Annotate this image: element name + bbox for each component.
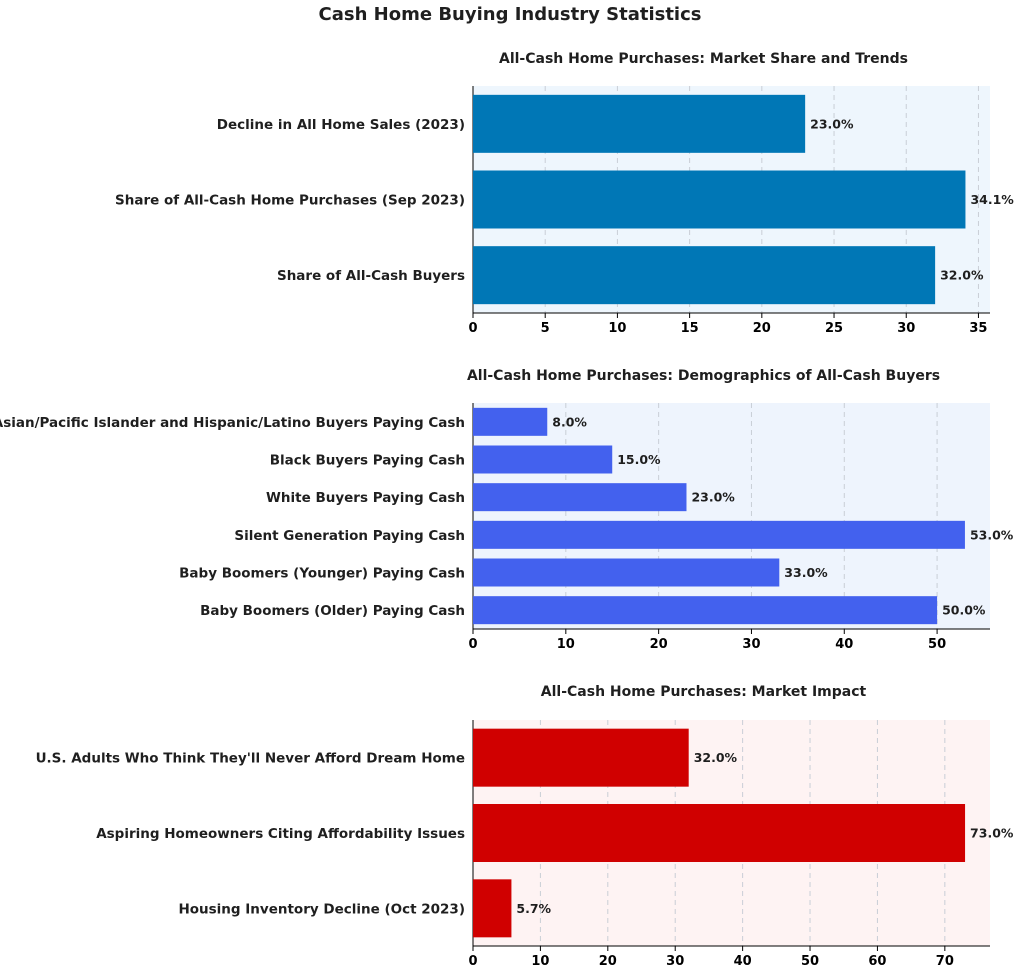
category-label: Asian/Pacific Islander and Hispanic/Lati… xyxy=(0,415,465,431)
data-label: 23.0% xyxy=(810,116,854,131)
bar xyxy=(473,445,613,474)
category-label: Share of All-Cash Buyers xyxy=(277,268,465,284)
data-label: 33.0% xyxy=(784,565,828,580)
x-tick-label: 0 xyxy=(468,954,477,969)
chart-panel-3: All-Cash Home Purchases: Market Impact 0 1… xyxy=(36,684,1014,969)
bar xyxy=(473,94,806,153)
data-label: 50.0% xyxy=(942,603,986,618)
x-tick-label: 30 xyxy=(742,637,760,652)
data-label: 23.0% xyxy=(691,490,735,505)
x-tick-label: 35 xyxy=(969,321,987,336)
bar xyxy=(473,407,548,436)
x-tick-label: 60 xyxy=(868,954,886,969)
x-tick-label: 20 xyxy=(753,321,771,336)
bar xyxy=(473,520,965,549)
page-title: Cash Home Buying Industry Statistics xyxy=(318,4,702,25)
category-label: White Buyers Paying Cash xyxy=(266,490,465,506)
data-label: 32.0% xyxy=(940,268,984,283)
x-tick-label: 30 xyxy=(666,954,684,969)
x-tick-label: 0 xyxy=(468,637,477,652)
x-tick-label: 10 xyxy=(531,954,549,969)
data-label: 32.0% xyxy=(694,750,738,765)
data-label: 5.7% xyxy=(516,901,551,916)
data-label: 8.0% xyxy=(552,414,587,429)
category-label: Share of All-Cash Home Purchases (Sep 20… xyxy=(115,193,465,209)
plot-background xyxy=(473,403,990,629)
x-tick-label: 40 xyxy=(835,637,853,652)
x-tick-label: 20 xyxy=(650,637,668,652)
x-tick-label: 40 xyxy=(734,954,752,969)
x-tick-label: 25 xyxy=(825,321,843,336)
category-label: Housing Inventory Decline (Oct 2023) xyxy=(178,901,465,917)
category-label: Baby Boomers (Older) Paying Cash xyxy=(200,603,465,619)
bar xyxy=(473,596,938,625)
bar xyxy=(473,246,936,305)
x-tick-label: 5 xyxy=(541,321,550,336)
x-tick-label: 10 xyxy=(608,321,626,336)
category-label: Black Buyers Paying Cash xyxy=(270,453,465,469)
category-label: Decline in All Home Sales (2023) xyxy=(217,117,465,133)
x-tick-label: 20 xyxy=(599,954,617,969)
data-label: 15.0% xyxy=(617,452,661,467)
x-tick-label: 50 xyxy=(928,637,946,652)
data-label: 53.0% xyxy=(970,527,1014,542)
bar xyxy=(473,804,966,862)
data-label: 34.1% xyxy=(970,192,1014,207)
data-label: 73.0% xyxy=(970,826,1014,841)
chart-title: All-Cash Home Purchases: Demographics of… xyxy=(467,368,940,384)
bar xyxy=(473,483,687,512)
category-label: U.S. Adults Who Think They'll Never Affo… xyxy=(36,751,465,767)
category-label: Silent Generation Paying Cash xyxy=(234,528,465,544)
bar xyxy=(473,558,780,587)
chart-title: All-Cash Home Purchases: Market Share an… xyxy=(499,51,908,67)
x-tick-label: 10 xyxy=(557,637,575,652)
bar xyxy=(473,879,512,938)
bar xyxy=(473,728,689,787)
x-tick-label: 70 xyxy=(936,954,954,969)
chart-panel-1: All-Cash Home Purchases: Market Share an… xyxy=(115,51,1014,336)
x-tick-label: 50 xyxy=(801,954,819,969)
category-label: Aspiring Homeowners Citing Affordability… xyxy=(96,826,465,842)
x-tick-label: 15 xyxy=(681,321,699,336)
x-tick-label: 30 xyxy=(897,321,915,336)
chart-title: All-Cash Home Purchases: Market Impact xyxy=(541,684,867,700)
bar xyxy=(473,170,966,229)
category-label: Baby Boomers (Younger) Paying Cash xyxy=(179,566,465,582)
chart-panel-2: All-Cash Home Purchases: Demographics of… xyxy=(0,368,1014,652)
x-tick-label: 0 xyxy=(468,321,477,336)
